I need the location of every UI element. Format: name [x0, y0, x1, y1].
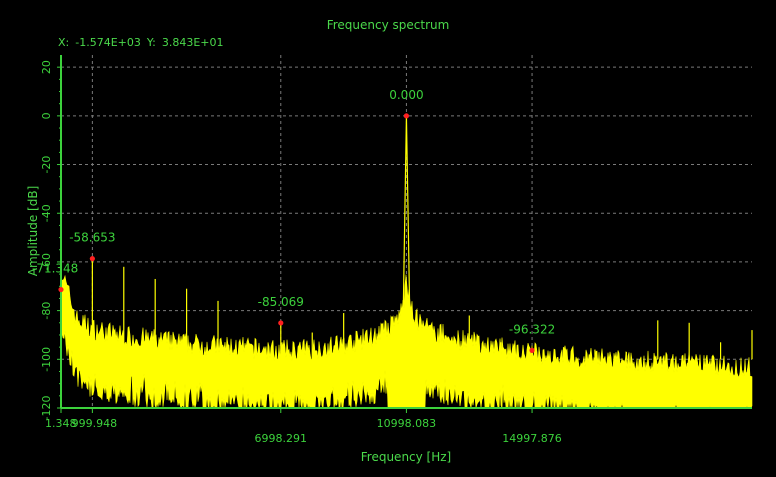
cursor-y-label: Y: — [146, 36, 156, 49]
y-axis-label: Amplitude [dB] — [26, 185, 40, 277]
y-tick-label: 20 — [40, 60, 53, 74]
x-axis-label: Frequency [Hz] — [360, 450, 452, 464]
cursor-x-label: X: — [58, 36, 70, 49]
cursor-y-value: 3.843E+01 — [161, 36, 224, 49]
peak-marker-label: -71.348 — [32, 262, 78, 276]
peak-marker — [89, 256, 95, 262]
y-tick-label: -120 — [40, 396, 53, 421]
peak-marker-label: -96.322 — [509, 322, 555, 336]
cursor-readout: X: -1.574E+03 Y: 3.843E+01 — [58, 36, 230, 49]
chart-title: Frequency spectrum — [326, 18, 450, 32]
peak-marker — [529, 347, 535, 353]
x-tick-label: 1.348 — [45, 417, 77, 430]
y-tick-label: -80 — [40, 302, 53, 320]
x-tick-label: 10998.083 — [377, 417, 437, 430]
y-tick-label: -60 — [40, 253, 53, 271]
peak-marker — [58, 286, 64, 293]
cursor-x-value: -1.574E+03 — [75, 36, 141, 49]
y-tick-label: -20 — [40, 156, 53, 174]
peak-marker-label: -85.069 — [258, 295, 304, 309]
peak-marker-label: 0.000 — [389, 88, 423, 102]
peak-marker — [403, 113, 410, 119]
y-tick-label: -40 — [40, 204, 53, 222]
y-tick-label: -100 — [40, 347, 53, 372]
harmonic-spurs — [91, 258, 753, 360]
peak-marker-label: -58.653 — [69, 231, 115, 245]
spectrum-noise-floor — [60, 274, 753, 410]
peak-marker — [278, 320, 284, 326]
y-tick-label: 0 — [40, 112, 53, 119]
x-tick-label: 999.948 — [72, 417, 118, 430]
x-tick-label: 14997.876 — [502, 432, 562, 445]
x-tick-label: 6998.291 — [255, 432, 308, 445]
